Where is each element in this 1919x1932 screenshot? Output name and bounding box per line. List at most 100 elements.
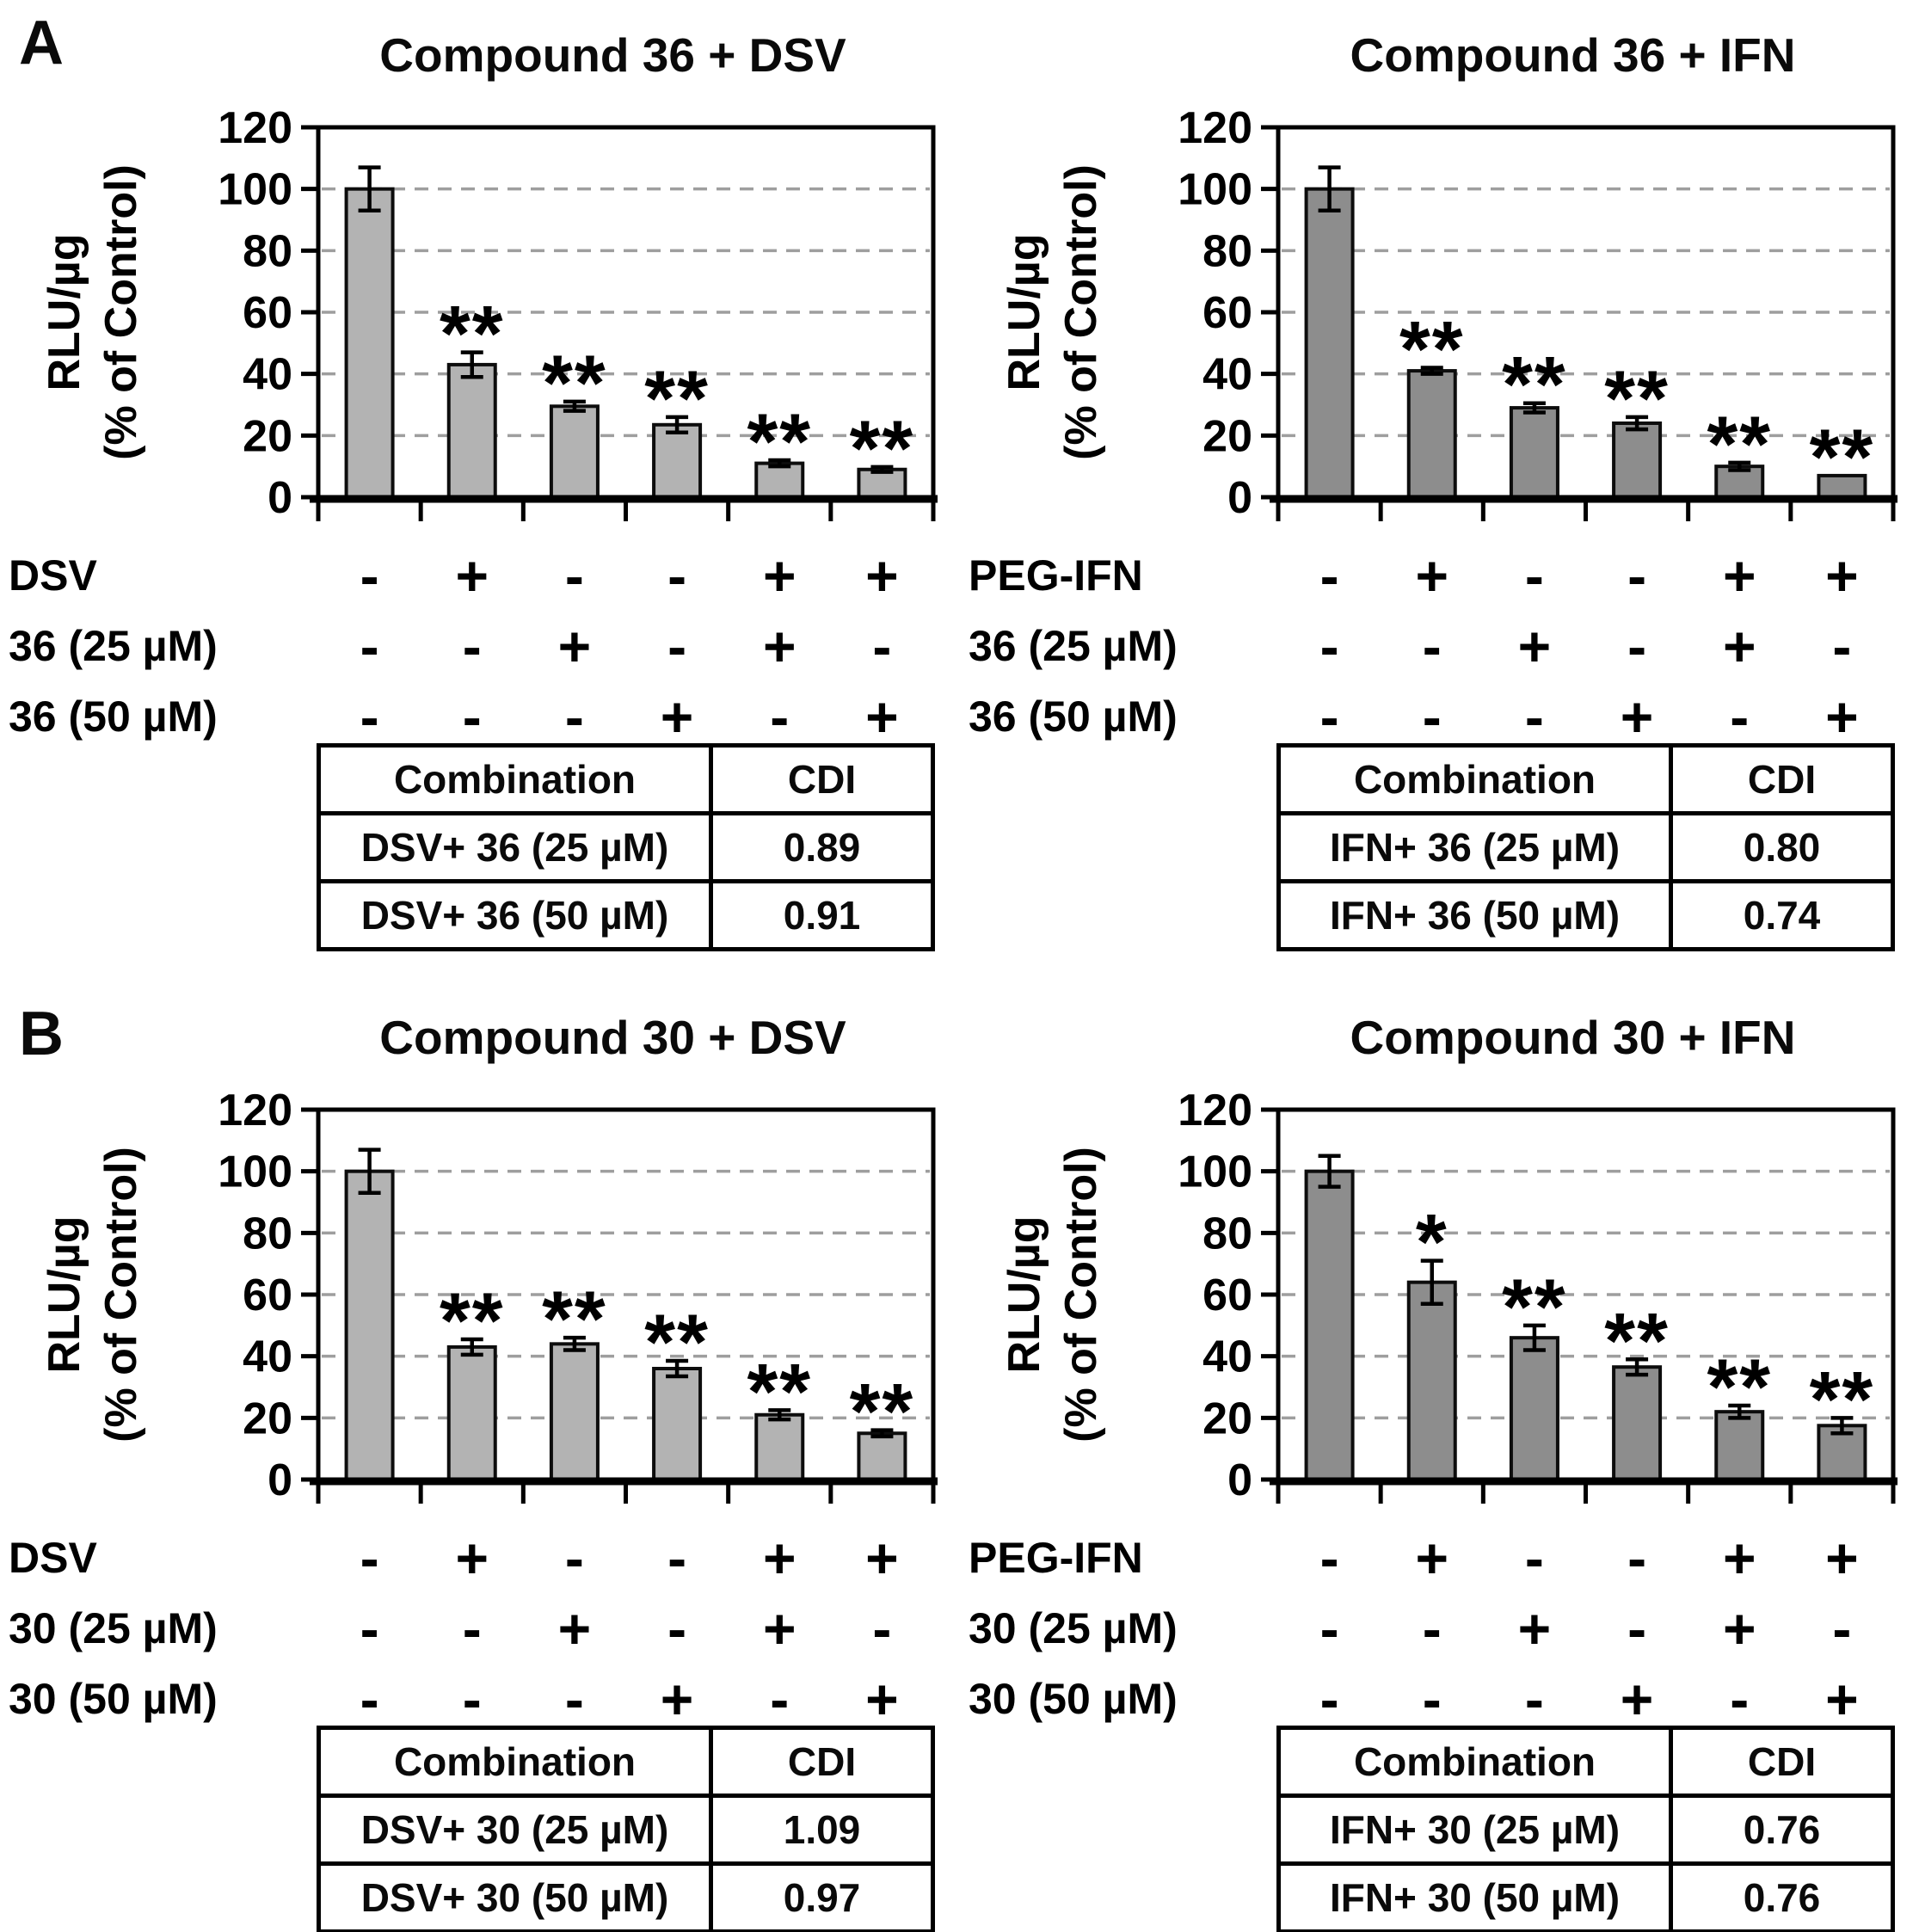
treatment-sign: + — [1723, 1526, 1756, 1590]
treatment-matrix: PEG-IFN - + - - + +36 (25 µM) - - + - + - 36 (50 µM) -… — [969, 544, 1859, 748]
treatment-sign: + — [763, 1597, 797, 1660]
significance-label: ** — [1502, 341, 1567, 429]
significance-marks: ** ** ** ** ** — [440, 1276, 913, 1456]
bars — [1304, 1169, 1867, 1482]
y-tick-label: 60 — [243, 288, 292, 338]
treatment-sign: - — [1320, 685, 1339, 748]
error-bars — [1318, 1154, 1854, 1436]
chart-block-compound30-ifn: * ** ** ** ** 0 20 40 60 80 100 120 RLU/µg (% of Cont… — [960, 989, 1919, 1932]
treatment-sign: - — [463, 614, 482, 678]
error-bars — [358, 165, 894, 474]
table-header-row: Combination CDI — [1276, 743, 1895, 815]
treatment-row-label: 36 (25 µM) — [969, 622, 1178, 670]
significance-label: ** — [1707, 1344, 1772, 1431]
significance-label: ** — [644, 1299, 710, 1387]
treatment-sign: - — [565, 544, 584, 607]
treatment-sign: + — [558, 1597, 592, 1660]
treatment-sign: + — [1723, 614, 1756, 678]
treatment-sign: - — [1730, 1667, 1749, 1731]
treatment-sign: - — [1423, 614, 1442, 678]
combination-cell: IFN+ 30 (25 µM) — [1276, 1794, 1673, 1866]
gridlines — [322, 1169, 930, 1420]
table-row: DSV+ 36 (50 µM) 0.91 — [317, 879, 935, 951]
panel-a-label: A — [19, 9, 64, 77]
chart-title: Compound 30 + DSV — [379, 1011, 846, 1064]
y-tick-label: 100 — [1178, 1148, 1252, 1197]
significance-marks: *** **** ** — [1416, 1199, 1875, 1444]
treatment-sign: - — [1627, 544, 1646, 607]
cdi-value-cell: 0.97 — [709, 1861, 935, 1932]
treatment-sign: - — [667, 1526, 686, 1590]
combination-cell: IFN+ 36 (25 µM) — [1276, 811, 1673, 883]
combination-cell: DSV+ 30 (25 µM) — [317, 1794, 713, 1866]
treatment-sign: - — [667, 614, 686, 678]
treatment-sign: - — [360, 685, 379, 748]
treatment-sign: + — [763, 544, 797, 607]
cdi-value-cell: 0.80 — [1669, 811, 1895, 883]
table-row: DSV+ 30 (50 µM) 0.97 — [317, 1861, 935, 1932]
treatment-sign: - — [1832, 1597, 1851, 1660]
gridlines — [322, 187, 930, 438]
treatment-sign: + — [558, 614, 592, 678]
bar — [1406, 1280, 1457, 1481]
chart-title: Compound 36 + IFN — [1350, 28, 1796, 82]
y-tick-label: 120 — [1178, 1086, 1252, 1135]
treatment-sign: - — [360, 544, 379, 607]
treatment-sign: + — [1518, 614, 1552, 678]
significance-label: ** — [747, 398, 812, 486]
treatment-sign: + — [865, 1526, 899, 1590]
significance-label: ** — [644, 355, 710, 443]
axes: 0 20 40 60 80 100 120 — [1178, 1086, 1897, 1505]
treatment-sign: - — [1627, 1526, 1646, 1590]
treatment-sign: + — [661, 1667, 694, 1731]
cdi-header: CDI — [1669, 743, 1895, 815]
significance-label: ** — [440, 1277, 505, 1365]
y-axis-title: RLU/µg (% of Control) — [40, 164, 146, 460]
treatment-sign: - — [565, 685, 584, 748]
treatment-sign: + — [1621, 685, 1654, 748]
treatment-row-label: 36 (50 µM) — [969, 692, 1178, 741]
treatment-sign: - — [463, 685, 482, 748]
treatment-sign: - — [360, 1526, 379, 1590]
significance-label: ** — [440, 291, 505, 378]
y-tick-label: 100 — [1178, 165, 1252, 215]
treatment-row-label: 36 (25 µM) — [9, 622, 218, 670]
treatment-sign: - — [1627, 614, 1646, 678]
treatment-sign: + — [661, 685, 694, 748]
combination-cell: DSV+ 30 (50 µM) — [317, 1861, 713, 1932]
significance-label: ** — [1810, 1356, 1875, 1443]
treatment-sign: - — [565, 1526, 584, 1590]
chart-block-compound36-dsv: ** ** ** ** ** 0 20 40 60 80 100 120 RLU/µg (% of Con… — [0, 7, 959, 951]
treatment-sign: - — [1525, 1526, 1544, 1590]
y-tick-label: 80 — [243, 1209, 292, 1258]
y-tick-label: 20 — [243, 411, 292, 461]
y-tick-label: 0 — [268, 473, 292, 523]
bar — [1612, 421, 1663, 499]
treatment-sign: + — [763, 614, 797, 678]
table-header-row: Combination CDI — [1276, 1726, 1895, 1798]
cdi-table: Combination CDI DSV+ 30 (25 µM) 1.09 DSV… — [317, 1726, 935, 1932]
treatment-matrix: DSV - + - - + +36 (25 µM) - - + - + - 36 (50 µM) - - - + -… — [9, 544, 899, 748]
significance-label: * — [1416, 1199, 1448, 1287]
treatment-row-label: PEG-IFN — [969, 1534, 1143, 1582]
y-axis-title-line2: (% of Control) — [96, 164, 146, 460]
combination-cell: IFN+ 36 (50 µM) — [1276, 879, 1673, 951]
combination-header: Combination — [1276, 1726, 1673, 1798]
cdi-value-cell: 1.09 — [709, 1794, 935, 1866]
bar — [344, 187, 395, 500]
y-tick-label: 60 — [1202, 288, 1252, 338]
significance-label: ** — [542, 340, 607, 428]
treatment-sign: + — [1723, 1597, 1756, 1660]
treatment-sign: + — [763, 1526, 797, 1590]
y-tick-label: 80 — [243, 226, 292, 276]
treatment-sign: - — [1832, 614, 1851, 678]
combination-cell: IFN+ 30 (50 µM) — [1276, 1861, 1673, 1932]
axes: 0 20 40 60 80 100 120 — [218, 1086, 938, 1505]
significance-label: ** — [542, 1276, 607, 1363]
y-tick-label: 40 — [243, 1332, 292, 1382]
significance-label: ** — [1810, 414, 1875, 501]
treatment-sign: - — [1320, 1667, 1339, 1731]
treatment-row-label: 30 (25 µM) — [9, 1604, 218, 1652]
